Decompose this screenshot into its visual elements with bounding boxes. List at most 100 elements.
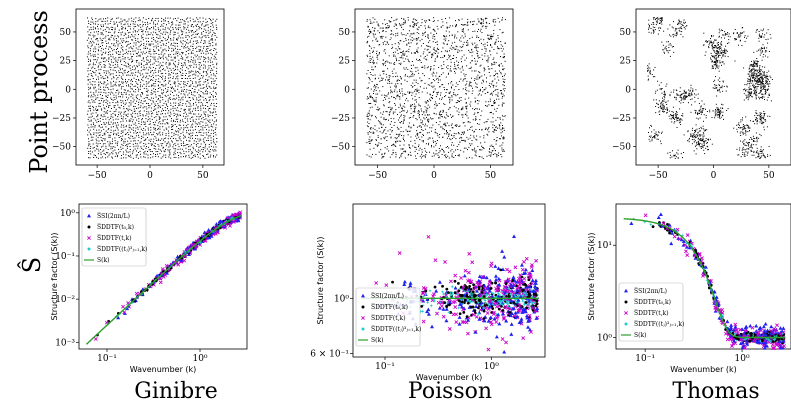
point xyxy=(411,74,413,75)
point xyxy=(495,62,497,64)
point xyxy=(131,153,133,155)
point xyxy=(117,104,119,106)
point xyxy=(199,83,201,85)
point xyxy=(464,84,466,86)
point xyxy=(143,44,145,46)
point xyxy=(195,25,197,27)
point xyxy=(475,116,477,118)
point xyxy=(654,29,656,31)
point xyxy=(725,45,726,47)
point xyxy=(172,28,174,30)
point xyxy=(99,86,101,88)
point xyxy=(366,41,368,43)
point xyxy=(490,45,492,46)
point xyxy=(433,146,435,148)
point xyxy=(747,91,749,93)
point xyxy=(750,71,752,73)
point xyxy=(394,141,396,142)
point xyxy=(187,68,189,70)
point xyxy=(118,111,120,113)
point xyxy=(120,93,122,95)
point xyxy=(140,124,142,126)
point xyxy=(113,84,115,86)
point xyxy=(418,149,420,151)
point xyxy=(140,156,142,158)
point xyxy=(424,48,426,50)
point xyxy=(492,35,494,37)
point xyxy=(211,81,213,82)
point xyxy=(192,110,193,112)
point xyxy=(183,153,185,155)
point xyxy=(396,126,398,128)
point xyxy=(412,26,414,28)
point xyxy=(198,81,200,83)
point xyxy=(499,65,500,67)
point xyxy=(172,110,174,112)
point xyxy=(469,81,471,83)
point xyxy=(102,156,104,158)
point xyxy=(100,127,102,129)
point xyxy=(122,46,124,48)
point xyxy=(116,78,118,80)
point xyxy=(470,21,472,23)
point xyxy=(502,150,504,152)
point xyxy=(110,67,112,69)
point xyxy=(466,83,468,85)
point xyxy=(210,39,212,41)
point xyxy=(177,140,179,142)
point xyxy=(489,82,491,84)
point xyxy=(102,34,104,36)
point xyxy=(97,38,98,40)
point xyxy=(141,119,143,121)
point xyxy=(193,73,195,75)
point xyxy=(132,50,134,52)
point xyxy=(151,134,153,136)
point xyxy=(170,59,172,61)
point xyxy=(440,57,442,59)
point xyxy=(471,60,473,62)
point xyxy=(497,94,499,96)
point xyxy=(205,118,207,120)
point xyxy=(371,69,373,70)
point xyxy=(490,154,492,156)
point xyxy=(88,153,90,154)
point xyxy=(127,143,129,145)
point xyxy=(180,153,182,155)
point xyxy=(435,144,437,146)
point xyxy=(752,76,754,78)
point xyxy=(184,21,186,23)
point xyxy=(445,92,447,93)
point xyxy=(445,117,447,119)
point xyxy=(474,42,476,44)
point xyxy=(163,58,164,60)
point xyxy=(164,113,166,115)
point xyxy=(144,156,146,158)
point xyxy=(728,42,730,44)
point xyxy=(203,87,205,88)
point xyxy=(198,79,200,80)
point xyxy=(502,78,504,80)
point xyxy=(139,142,141,144)
point xyxy=(387,25,389,27)
point xyxy=(181,104,183,106)
point xyxy=(186,144,188,146)
point xyxy=(455,68,457,70)
point xyxy=(410,39,412,41)
point xyxy=(391,33,393,35)
point xyxy=(418,144,420,146)
point xyxy=(93,128,95,130)
point xyxy=(135,89,137,90)
point xyxy=(395,87,397,89)
point xyxy=(188,31,190,33)
point xyxy=(136,100,138,102)
point xyxy=(375,66,376,68)
point xyxy=(144,139,146,141)
point xyxy=(157,105,159,107)
point xyxy=(132,97,134,99)
point xyxy=(410,64,412,66)
point xyxy=(185,32,187,34)
point xyxy=(132,31,134,33)
point xyxy=(416,42,418,44)
point xyxy=(172,124,174,126)
point xyxy=(110,26,112,28)
